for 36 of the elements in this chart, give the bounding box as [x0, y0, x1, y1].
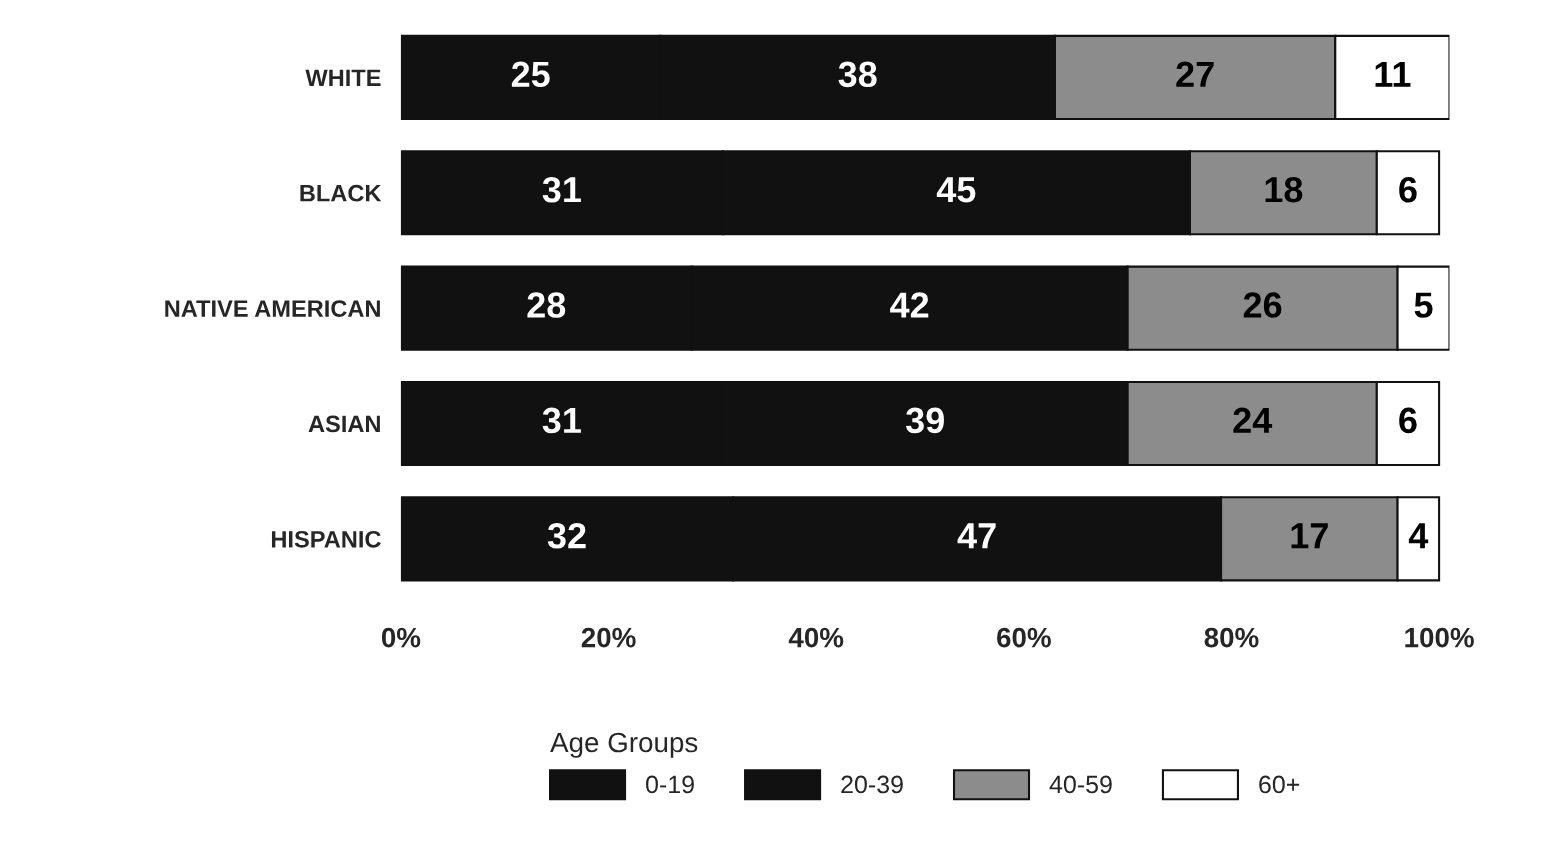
y-tick-label: HISPANIC: [271, 530, 381, 548]
data-label: 47: [957, 523, 996, 549]
data-label: 39: [905, 407, 944, 434]
data-label: 38: [838, 61, 877, 88]
x-tick-label: 40%: [788, 627, 844, 648]
data-label: 27: [1176, 61, 1214, 87]
data-label: 6: [1399, 407, 1417, 434]
y-tick-label: BLACK: [300, 184, 382, 202]
data-label: 24: [1233, 407, 1273, 433]
x-tick-label: 0%: [381, 627, 421, 648]
data-label: 5: [1414, 292, 1433, 318]
data-label: 31: [542, 176, 581, 203]
data-label: 42: [890, 292, 929, 318]
x-tick-label: 80%: [1204, 627, 1259, 648]
data-label: 11: [1375, 61, 1411, 87]
legend-label: 0-19: [646, 775, 694, 794]
x-tick-label: 60%: [997, 627, 1051, 648]
data-label: 4: [1408, 523, 1429, 549]
data-label: 25: [511, 61, 550, 88]
legend-label: 40-59: [1049, 775, 1112, 794]
legend-label: 60+: [1259, 775, 1300, 794]
data-label: 26: [1243, 292, 1282, 318]
data-label: 45: [936, 177, 976, 203]
data-label: 31: [542, 407, 581, 434]
data-label: 32: [547, 522, 586, 549]
y-tick-label: ASIAN: [308, 415, 380, 433]
x-tick-label: 20%: [581, 627, 636, 648]
data-label: 6: [1399, 176, 1417, 203]
legend-title: Age Groups: [550, 732, 698, 758]
data-label: 28: [527, 292, 566, 318]
y-tick-label: WHITE: [305, 69, 381, 86]
y-tick-label: NATIVE AMERICAN: [165, 300, 380, 317]
x-tick-label: 100%: [1405, 627, 1474, 648]
data-label: 17: [1291, 523, 1328, 549]
legend-label: 20-39: [841, 775, 903, 794]
data-label: 18: [1265, 176, 1303, 203]
